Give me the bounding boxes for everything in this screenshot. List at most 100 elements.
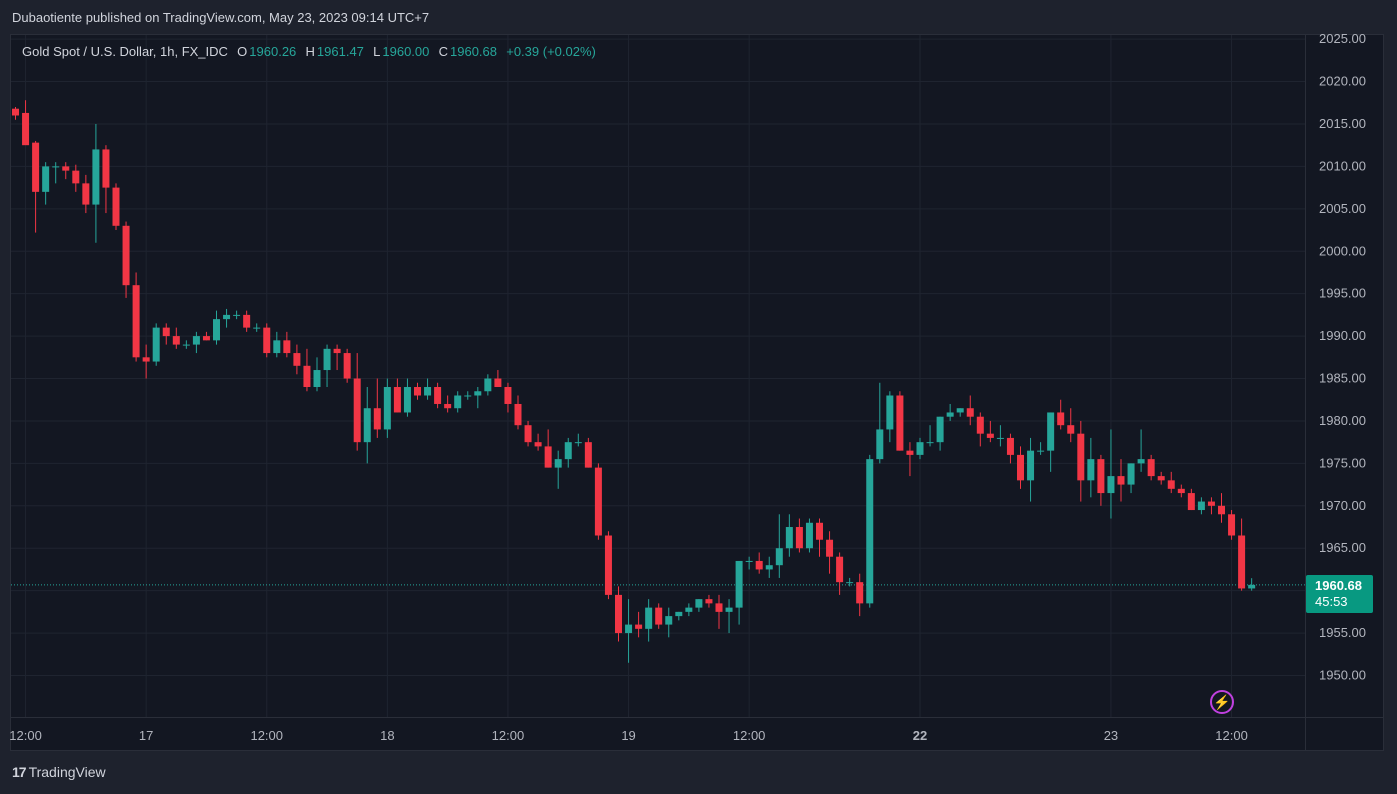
candle-body xyxy=(886,395,894,430)
x-tick-label: 12:00 xyxy=(733,728,766,743)
tradingview-logo[interactable]: 17 TradingView xyxy=(12,764,106,780)
candle-body xyxy=(1157,476,1165,481)
candle-body xyxy=(313,370,321,388)
candle-body xyxy=(383,387,391,430)
candle-body xyxy=(594,467,602,536)
x-tick-label: 23 xyxy=(1104,728,1118,743)
candle-body xyxy=(1238,535,1246,589)
candle-body xyxy=(705,599,713,604)
logo-mark: 17 xyxy=(12,764,27,780)
x-tick-label: 12:00 xyxy=(9,728,42,743)
candle-body xyxy=(866,459,874,604)
candle-body xyxy=(62,166,70,171)
y-tick-label: 2025.00 xyxy=(1319,31,1366,46)
chart-panel[interactable] xyxy=(10,34,1384,751)
symbol-legend: Gold Spot / U.S. Dollar, 1h, FX_IDC O 196… xyxy=(22,44,598,59)
candle-body xyxy=(685,607,693,612)
legend-close-label: C xyxy=(438,44,448,59)
y-tick-label: 1980.00 xyxy=(1319,413,1366,428)
x-tick-label: 12:00 xyxy=(492,728,525,743)
candle-body xyxy=(92,149,100,205)
candle-body xyxy=(243,314,251,328)
candle-body xyxy=(876,429,884,460)
candle-body xyxy=(1197,501,1205,511)
candle-body xyxy=(464,395,472,397)
x-tick-label: 18 xyxy=(380,728,394,743)
y-tick-label: 1955.00 xyxy=(1319,625,1366,640)
candle-body xyxy=(273,340,281,354)
candle-body xyxy=(132,285,140,358)
candle-body xyxy=(755,560,763,570)
candle-body xyxy=(715,603,723,612)
candle-body xyxy=(966,408,974,417)
candle-body xyxy=(72,170,80,184)
candle-body xyxy=(735,560,743,608)
legend-low-label: L xyxy=(373,44,381,59)
candle-body xyxy=(856,582,864,604)
candle-body xyxy=(1248,584,1256,589)
candle-body xyxy=(615,594,622,634)
candle-body xyxy=(504,387,512,404)
y-tick-label: 1970.00 xyxy=(1319,498,1366,513)
candle-body xyxy=(1127,463,1135,485)
candle-body xyxy=(393,387,401,413)
candle-body xyxy=(745,560,753,562)
candle-body xyxy=(524,425,532,443)
candle-body xyxy=(122,225,130,286)
candle-body xyxy=(816,522,823,540)
candle-body xyxy=(1057,412,1065,426)
candle-body xyxy=(725,607,733,612)
y-tick-label: 2015.00 xyxy=(1319,116,1366,131)
legend-open-label: O xyxy=(237,44,248,59)
legend-high-label: H xyxy=(305,44,315,59)
candle-body xyxy=(414,387,421,396)
y-tick-label: 2010.00 xyxy=(1319,158,1366,173)
candle-body xyxy=(956,408,964,413)
candle-body xyxy=(554,459,562,468)
candle-body xyxy=(353,378,361,443)
candle-body xyxy=(765,565,773,570)
candle-body xyxy=(604,535,612,595)
candle-body xyxy=(1087,459,1095,481)
candle-body xyxy=(645,607,653,629)
candle-body xyxy=(192,336,200,345)
candle-body xyxy=(142,357,150,362)
candle-body xyxy=(916,442,924,455)
y-tick-label: 1950.00 xyxy=(1319,668,1366,683)
x-tick-label: 22 xyxy=(913,728,927,743)
candle-body xyxy=(1117,476,1125,485)
candle-body xyxy=(1218,505,1225,515)
y-tick-label: 1990.00 xyxy=(1319,328,1366,343)
candle-body xyxy=(584,442,592,468)
candle-body xyxy=(12,108,19,116)
legend-change: +0.39 (+0.02%) xyxy=(506,44,596,59)
candle-body xyxy=(444,403,452,409)
candle-body xyxy=(253,327,261,329)
candle-body xyxy=(846,582,854,584)
logo-text: TradingView xyxy=(28,764,106,780)
last-price-badge: 1960.68 45:53 xyxy=(1306,575,1373,613)
candle-body xyxy=(454,395,462,409)
candle-body xyxy=(82,183,90,205)
candle-body xyxy=(333,348,341,354)
x-tick-label: 19 xyxy=(621,728,635,743)
legend-close-value: 1960.68 xyxy=(450,44,497,59)
candle-body xyxy=(373,408,381,430)
x-tick-label: 12:00 xyxy=(250,728,283,743)
candle-body xyxy=(936,416,944,443)
lightning-bolt-icon[interactable]: ⚡ xyxy=(1210,690,1234,714)
y-tick-label: 1985.00 xyxy=(1319,371,1366,386)
legend-high-value: 1961.47 xyxy=(316,44,364,59)
candle-body xyxy=(514,403,522,426)
candle-body xyxy=(805,522,813,549)
candle-body xyxy=(826,539,834,557)
candle-body xyxy=(172,336,180,345)
legend-open-value: 1960.26 xyxy=(249,44,297,59)
candle-body xyxy=(926,442,934,444)
candle-body xyxy=(434,387,442,404)
candle-body xyxy=(1207,501,1215,506)
candle-body xyxy=(1097,459,1105,494)
y-tick-label: 1995.00 xyxy=(1319,286,1366,301)
candle-body xyxy=(283,340,291,354)
